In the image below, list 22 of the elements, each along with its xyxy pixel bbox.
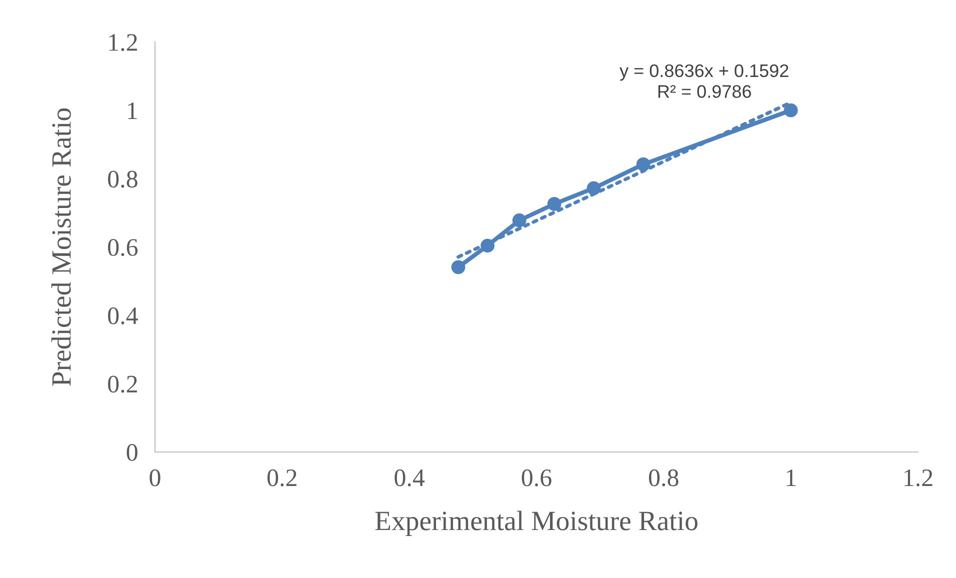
point [547, 197, 562, 211]
point [512, 213, 526, 228]
x-tick-label: 1.2 [904, 469, 932, 486]
x-tick-label: 0.4 [394, 469, 425, 486]
point [636, 157, 650, 172]
x-tick-label: 0.2 [267, 469, 296, 486]
x-tick-label: 0.8 [648, 469, 678, 486]
y-tick-label: 0.2 [108, 376, 137, 393]
x-axis-title: Experimental Moisture Ratio [375, 510, 698, 536]
annotation: y = 0.8636x + 0.1592 R² = 0.9786 [620, 64, 788, 98]
y-tick-label: 1 [128, 102, 137, 120]
y-tick-label: 1.2 [109, 34, 137, 52]
point [784, 103, 798, 118]
point [451, 260, 466, 274]
y-tick-label: 0.4 [108, 307, 138, 324]
x-tick-label: 0 [150, 469, 160, 486]
x-tick-label: 1 [786, 470, 796, 486]
x-tick-label: 0.6 [522, 469, 552, 486]
y-tick-label: 0 [126, 444, 138, 461]
y-tick-label: 0.6 [108, 239, 138, 256]
y-tick-label: 0.8 [108, 170, 138, 188]
y-axis-title: Predicted Moisture Ratio [51, 108, 71, 386]
